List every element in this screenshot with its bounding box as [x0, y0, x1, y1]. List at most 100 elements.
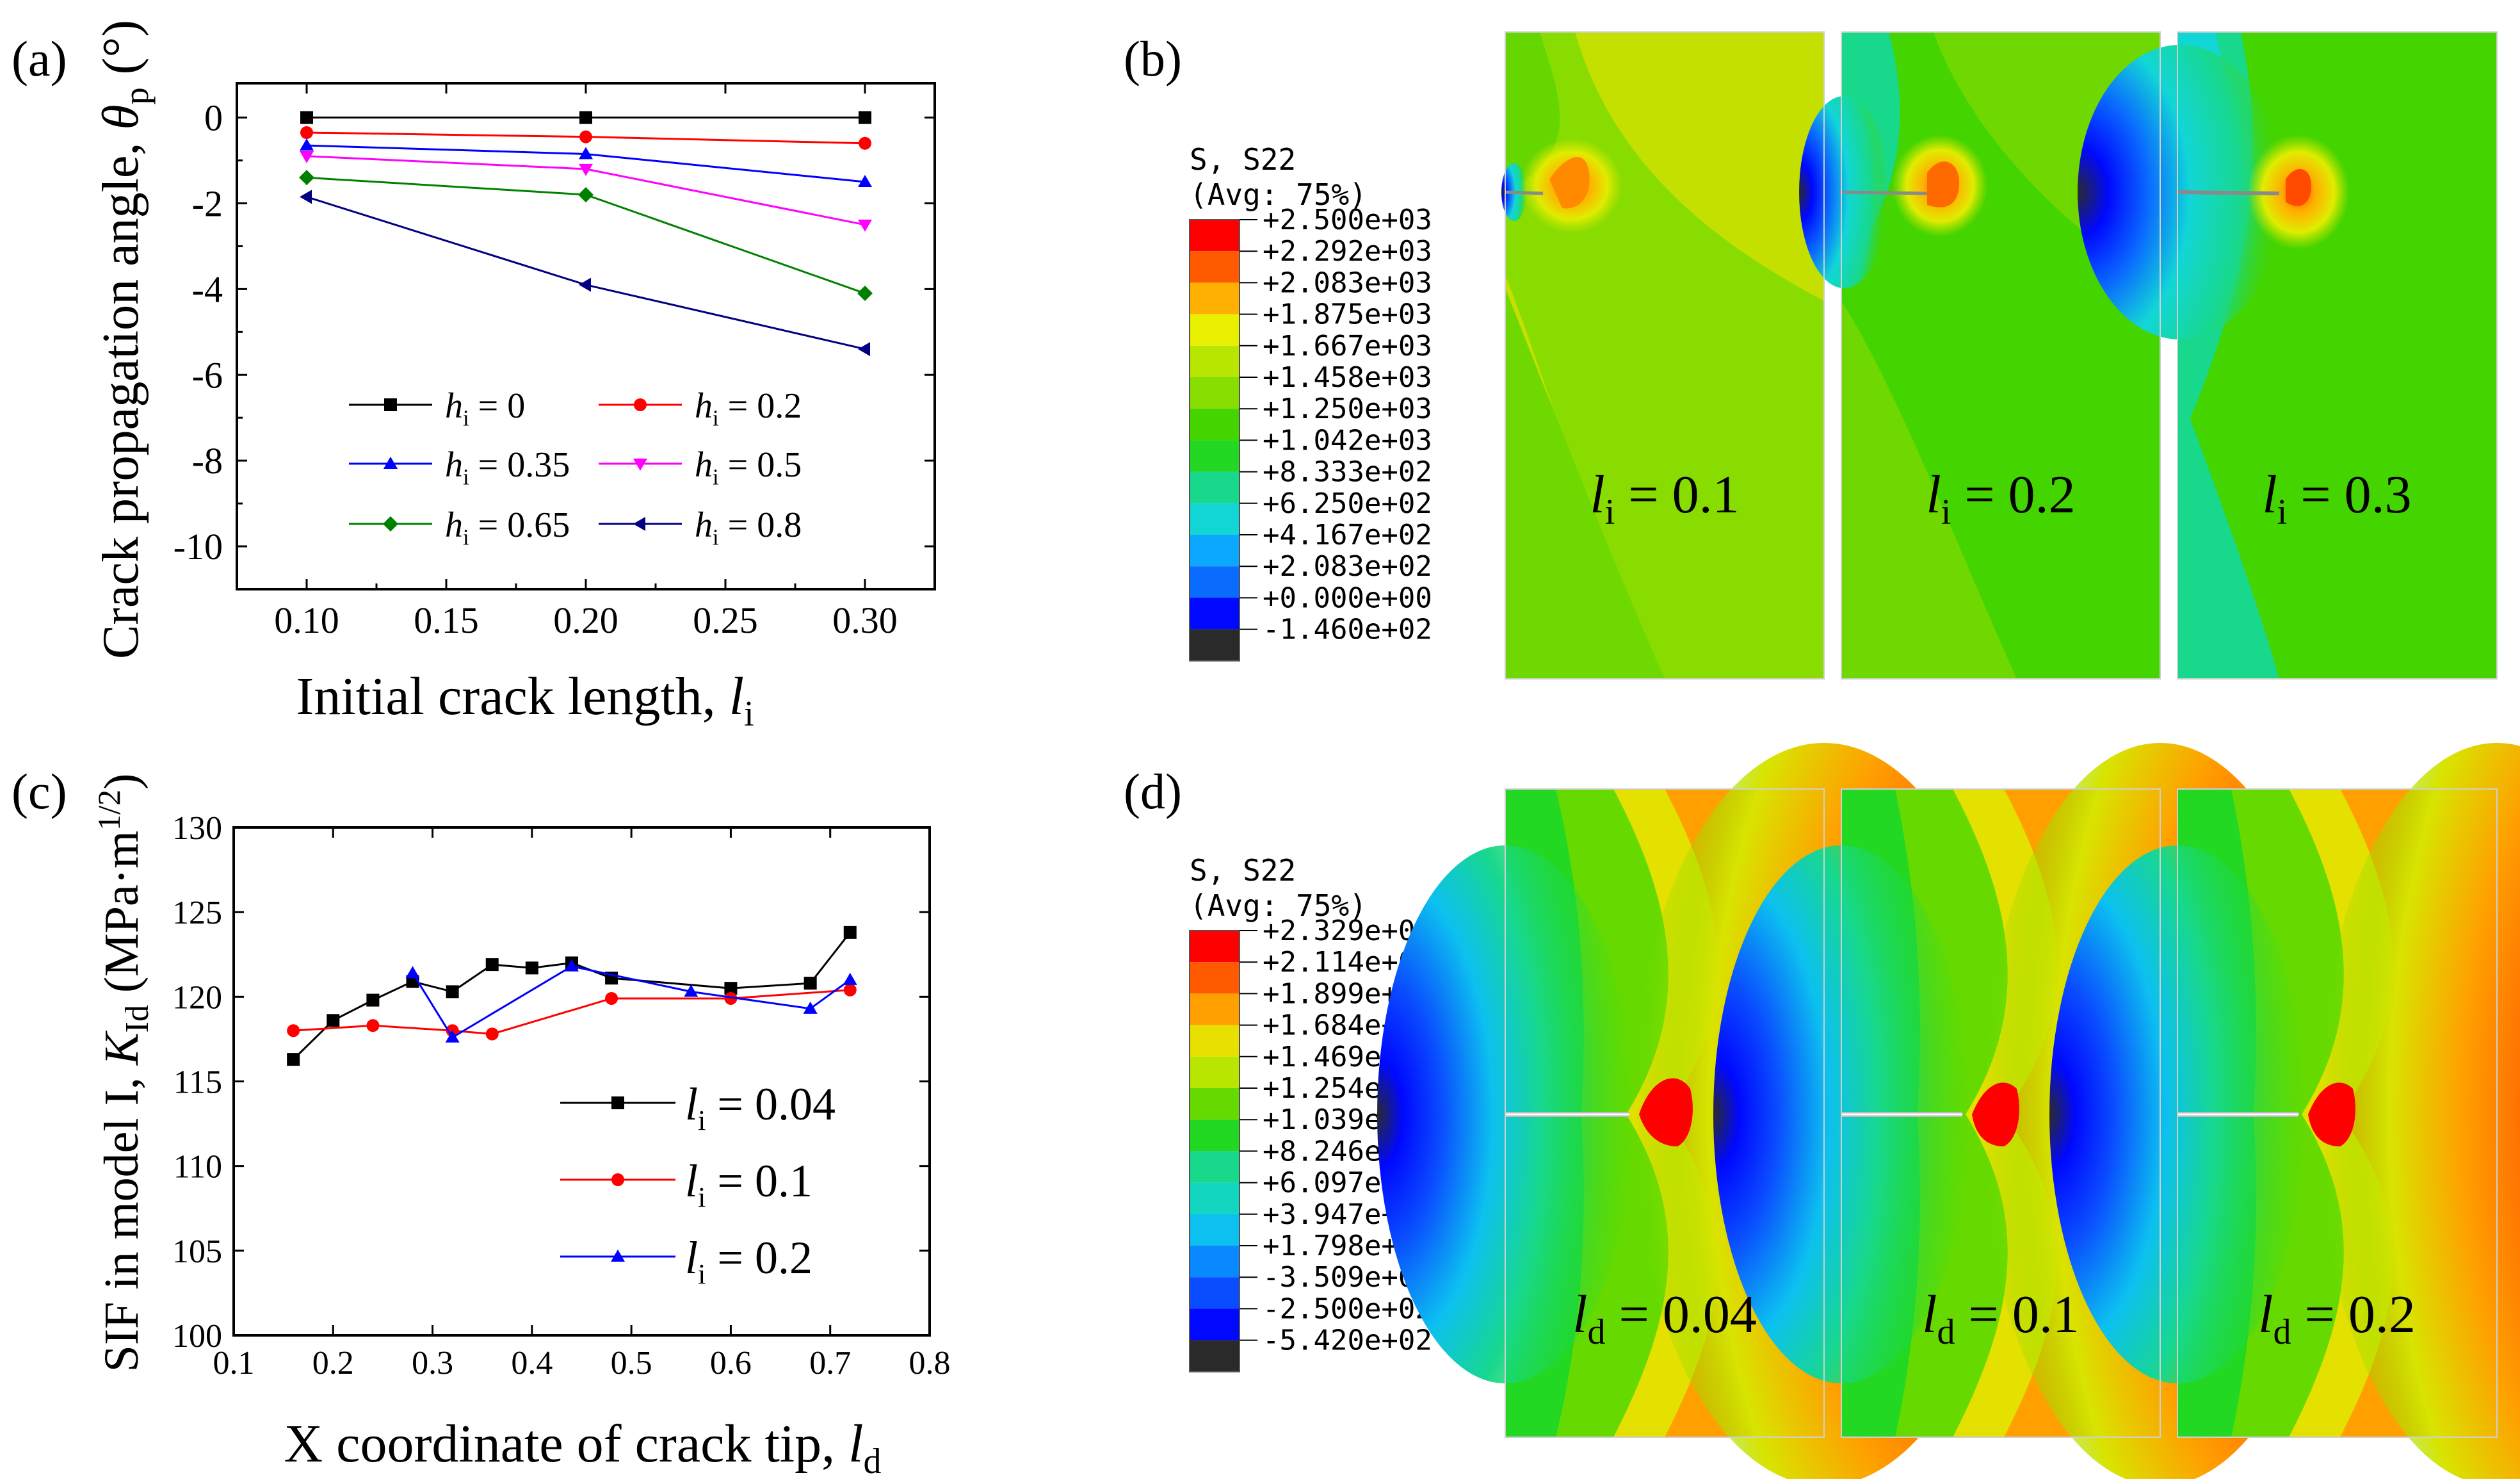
y-tick-label: -2 [192, 183, 223, 224]
legend-swatch [1190, 1151, 1240, 1183]
legend-value: -2.500e+02 [1263, 1292, 1432, 1325]
data-point [579, 130, 592, 143]
x-tick-label: 0.15 [414, 599, 479, 641]
contour-plots-d [1377, 743, 2520, 1482]
data-point [525, 961, 538, 975]
data-point [300, 111, 313, 124]
data-point [804, 977, 817, 990]
legend-label: li = 0.1 [685, 1155, 812, 1213]
x-tick-label: 0.5 [611, 1345, 652, 1381]
data-point [366, 993, 380, 1007]
legend-value: +1.042e+03 [1263, 424, 1432, 457]
y-tick-label: 105 [172, 1234, 222, 1270]
legend-swatch [1190, 1182, 1240, 1214]
legend-value: +2.083e+02 [1263, 550, 1432, 583]
series-line-5 [306, 195, 866, 350]
data-point [579, 147, 593, 159]
legend-subtitle: (Avg: 75%) [1190, 888, 1367, 923]
legend-swatch [1190, 566, 1240, 598]
data-point [843, 983, 857, 997]
legend-swatch [1190, 1246, 1240, 1278]
legend-value: +1.250e+03 [1263, 393, 1432, 425]
data-point [287, 1053, 300, 1066]
data-point [300, 190, 312, 204]
legend-value: +1.875e+03 [1263, 298, 1432, 331]
legend-swatch [1190, 1025, 1240, 1057]
legend-swatch [1190, 962, 1240, 994]
legend-marker [384, 457, 398, 469]
legend-swatch [1190, 1308, 1240, 1340]
series-line-2 [412, 965, 851, 1039]
legend-label: hi = 0.8 [695, 505, 802, 550]
chart-a-xlabel: Initial crack length, li [296, 667, 754, 734]
x-tick-label: 0.3 [412, 1345, 453, 1381]
chart-a: 0.10 0.15 0.20 0.25 0.30 0 -2 -4 -6 -8 -10 hi = 0 hi… [174, 82, 936, 641]
data-point [485, 958, 499, 972]
legend-subtitle: (Avg: 75%) [1190, 177, 1367, 212]
data-point [579, 163, 593, 176]
legend-value: +4.167e+02 [1263, 519, 1432, 551]
legend-value: +2.329e+03 [1263, 915, 1432, 947]
data-point [445, 1030, 460, 1043]
legend-swatch [1190, 503, 1240, 535]
data-point [724, 991, 738, 1005]
legend-label: li = 0.04 [685, 1079, 836, 1136]
legend-marker [383, 516, 398, 532]
data-point [858, 342, 870, 357]
contour-plot-d3 [2049, 743, 2520, 1482]
data-point [605, 991, 618, 1005]
data-point [684, 984, 699, 997]
legend-label: hi = 0.5 [695, 445, 802, 489]
legend-swatch [1190, 1088, 1240, 1120]
legend-marker [384, 398, 397, 411]
legend-swatch [1190, 471, 1240, 503]
legend-marker [611, 1250, 625, 1262]
data-point [859, 136, 871, 150]
data-point [405, 966, 420, 979]
contour-label-b3: li = 0.3 [2262, 465, 2411, 532]
legend-label: hi = 0.2 [695, 386, 802, 430]
data-point [843, 925, 857, 939]
panel-label-c: (c) [12, 763, 67, 819]
data-point [803, 1001, 818, 1014]
data-point [485, 1027, 499, 1041]
legend-value: +1.458e+03 [1263, 361, 1432, 394]
legend-swatch [1190, 1120, 1240, 1152]
x-tick-label: 0.20 [553, 599, 618, 641]
legend-swatch [1190, 345, 1240, 377]
legend-swatch [1190, 220, 1240, 252]
y-tick-label: 100 [172, 1318, 222, 1355]
legend-swatch [1190, 314, 1240, 346]
legend-value: -5.420e+02 [1263, 1324, 1432, 1357]
legend-swatch [1190, 1277, 1240, 1309]
legend-title: S, S22 [1190, 142, 1296, 177]
x-tick-label: 0.4 [511, 1345, 553, 1381]
data-point [300, 151, 314, 163]
legend-value: +0.000e+00 [1263, 582, 1432, 614]
data-point [859, 111, 871, 124]
y-tick-label: -4 [192, 268, 223, 310]
x-tick-label: 0.6 [710, 1345, 752, 1381]
data-point [300, 126, 313, 139]
contour-label-b1: li = 0.1 [1590, 465, 1739, 532]
y-tick-label: 115 [174, 1064, 222, 1101]
chart-c-xlabel: X coordinate of crack tip, ld [284, 1414, 882, 1479]
y-tick-label: 120 [172, 979, 222, 1016]
series-line-0 [293, 931, 851, 1061]
legend-swatch [1190, 1214, 1240, 1246]
data-point [366, 1019, 380, 1032]
data-point [446, 985, 459, 998]
plot-frame [236, 82, 936, 590]
data-point [327, 1014, 340, 1027]
legend-swatch [1190, 1340, 1240, 1372]
y-tick-label: 0 [204, 97, 223, 139]
contour-label-d1: ld = 0.04 [1572, 1285, 1757, 1352]
contour-legend-b: S, S22(Avg: 75%)+2.500e+03+2.292e+03 +2.0… [1189, 142, 1432, 662]
legend-value: +2.500e+03 [1263, 204, 1432, 236]
x-tick-label: 0.8 [909, 1345, 951, 1381]
legend-swatch [1190, 282, 1240, 314]
panel-label-d: (d) [1124, 763, 1182, 819]
chart-a-ylabel: Crack propagation angle, θp (°) [93, 20, 156, 659]
legend-value: +2.292e+03 [1263, 235, 1432, 268]
